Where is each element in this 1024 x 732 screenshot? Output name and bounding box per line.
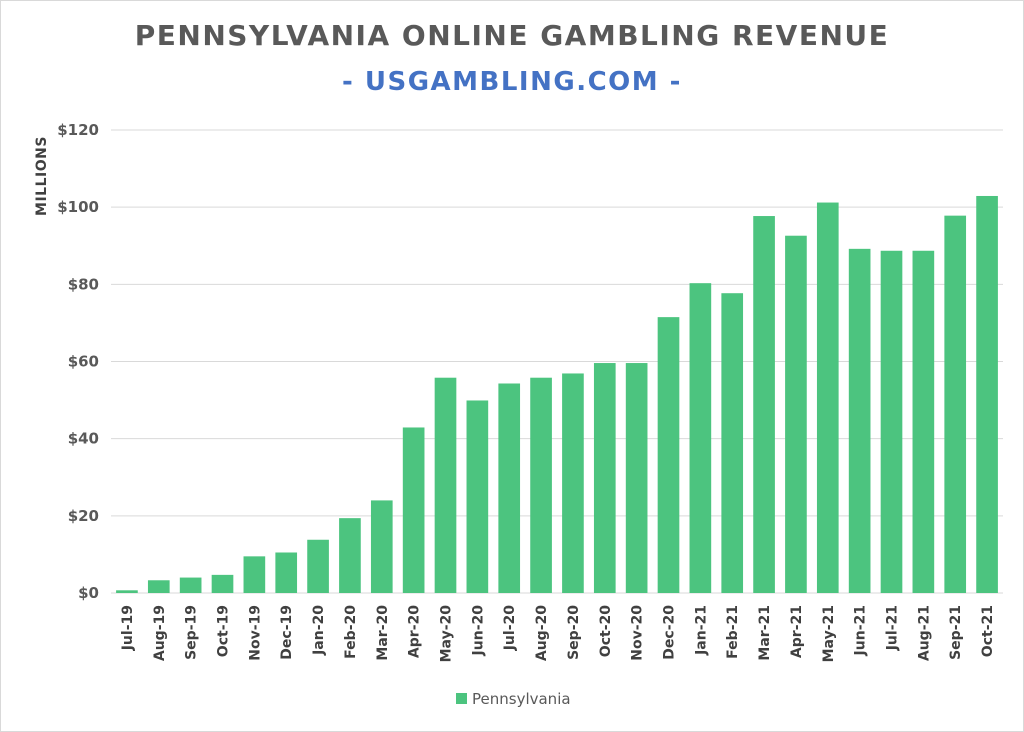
y-axis-label: MILLIONS — [34, 136, 50, 216]
y-tick-label: $60 — [68, 353, 99, 371]
bar — [434, 377, 457, 593]
bar — [211, 574, 234, 593]
x-tick-label: Aug-21 — [916, 605, 932, 661]
y-axis-ticks: $0 $20 $40 $60 $80 $100 $120 — [57, 121, 99, 602]
bar — [370, 500, 393, 593]
bar — [339, 518, 361, 593]
x-tick-label: Oct-21 — [980, 605, 996, 657]
x-tick-label: Jul-19 — [120, 605, 136, 651]
bar — [721, 293, 744, 593]
x-tick-label: Apr-21 — [789, 605, 805, 658]
bar — [147, 580, 170, 593]
x-tick-label: Mar-21 — [757, 605, 773, 661]
legend-label: Pennsylvania — [472, 690, 571, 708]
y-tick-label: $100 — [57, 198, 99, 216]
x-tick-label: Nov-19 — [247, 605, 263, 661]
bar-series — [116, 195, 998, 594]
x-tick-label: Feb-20 — [343, 605, 359, 659]
x-tick-label: May-20 — [439, 605, 455, 663]
bar — [307, 539, 329, 593]
bar — [116, 590, 138, 593]
x-tick-label: Sep-21 — [948, 605, 964, 660]
bar — [848, 248, 871, 593]
bar — [944, 215, 967, 593]
x-tick-label: Jul-20 — [502, 605, 518, 652]
y-tick-label: $0 — [78, 584, 99, 602]
x-tick-label: Jun-21 — [853, 605, 869, 656]
x-tick-label: Aug-19 — [152, 605, 168, 661]
bar — [402, 427, 425, 593]
legend-swatch — [456, 693, 467, 704]
bar — [530, 377, 552, 593]
x-tick-label: Jul-21 — [885, 605, 901, 651]
bar — [466, 400, 489, 593]
x-tick-label: Aug-20 — [534, 605, 550, 661]
bar — [562, 373, 584, 593]
bar — [625, 363, 648, 593]
bar — [657, 317, 680, 593]
chart-subtitle: - USGAMBLING.COM - — [342, 67, 682, 97]
x-tick-label: Sep-19 — [184, 605, 200, 660]
y-tick-label: $80 — [68, 275, 99, 293]
x-axis-ticks: Jul-19 Aug-19 Sep-19 Oct-19 Nov-19 Dec-19 Jan-… — [120, 605, 996, 663]
bar — [243, 556, 266, 593]
bar — [275, 552, 298, 593]
x-tick-label: Feb-21 — [725, 605, 741, 659]
bar — [880, 250, 903, 593]
y-tick-label: $20 — [68, 507, 99, 525]
bar — [689, 283, 712, 593]
bar — [498, 383, 521, 593]
x-tick-label: Jan-20 — [311, 605, 327, 656]
x-tick-label: Jun-20 — [470, 605, 486, 657]
x-tick-label: Nov-20 — [630, 605, 646, 661]
x-tick-label: May-21 — [821, 605, 837, 662]
x-tick-label: Mar-20 — [375, 605, 391, 661]
x-tick-label: Jan-21 — [693, 605, 709, 656]
y-tick-label: $40 — [68, 430, 99, 448]
legend: Pennsylvania — [456, 690, 571, 708]
bar — [816, 202, 839, 593]
bar — [593, 363, 616, 593]
bar — [785, 235, 807, 594]
x-tick-label: Oct-19 — [216, 605, 232, 657]
x-tick-label: Dec-19 — [279, 605, 295, 660]
bar — [179, 577, 202, 593]
bar — [753, 216, 775, 593]
x-tick-label: Oct-20 — [598, 605, 614, 657]
x-tick-label: Apr-20 — [407, 605, 423, 658]
chart-title: PENNSYLVANIA ONLINE GAMBLING REVENUE — [134, 19, 890, 52]
x-tick-label: Sep-20 — [566, 605, 582, 660]
y-tick-label: $120 — [57, 121, 99, 139]
bar — [912, 250, 935, 593]
x-tick-label: Dec-20 — [662, 605, 678, 660]
bar — [976, 195, 998, 594]
